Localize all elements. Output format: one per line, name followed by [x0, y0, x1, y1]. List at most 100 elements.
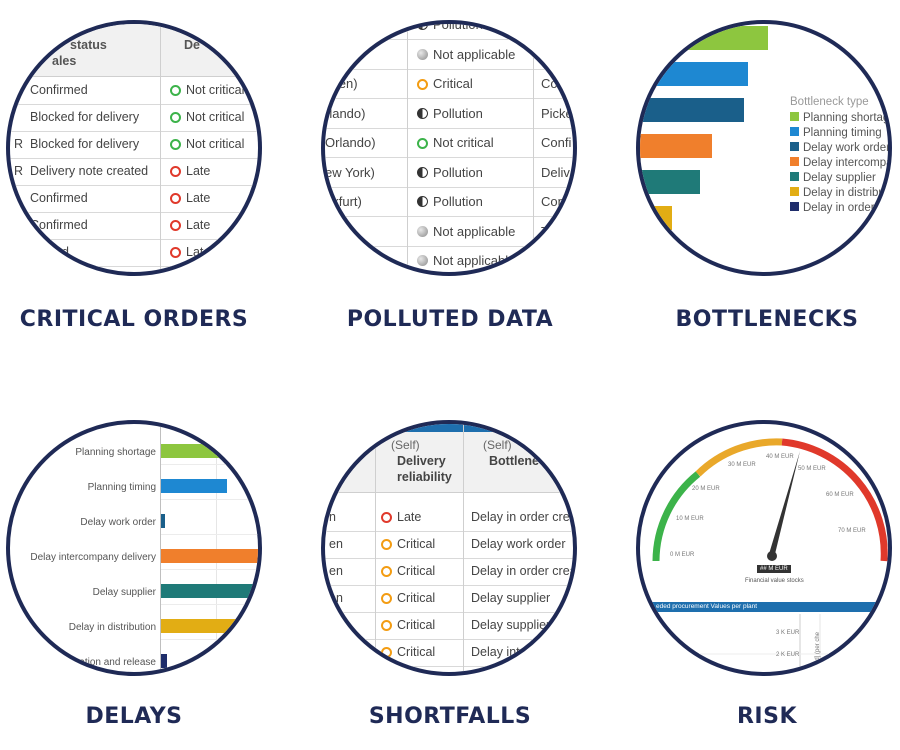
quality-cell: Not critical: [417, 128, 494, 155]
location-cell: ew York): [325, 164, 375, 180]
bar[interactable]: [640, 26, 768, 50]
quality-cell: Critical: [417, 69, 473, 96]
bar[interactable]: [161, 584, 258, 598]
header-status-label-2: ales: [52, 54, 77, 68]
quality-cell: Pollution: [417, 99, 483, 126]
column-divider: [533, 24, 534, 272]
table-row[interactable]: al: [325, 666, 573, 676]
bar[interactable]: [640, 62, 748, 86]
legend-label: Planning shortag: [803, 112, 890, 124]
bar[interactable]: [640, 134, 712, 158]
next-cell: Picke: [541, 105, 573, 121]
red-status-icon: [170, 247, 181, 258]
legend-swatch: [790, 172, 799, 181]
table-row[interactable]: R Delivery note created Late: [10, 158, 258, 186]
legend-swatch: [790, 157, 799, 166]
green-status-icon: [170, 112, 181, 123]
bar[interactable]: [640, 98, 744, 122]
gauge-label-30: 30 M EUR: [728, 462, 756, 468]
category-label: Delay in distribution: [68, 622, 156, 633]
bar[interactable]: [161, 654, 167, 668]
bar[interactable]: [161, 619, 258, 633]
legend-item[interactable]: Delay work order: [790, 141, 888, 156]
table-row[interactable]: R Blocked for delivery Not critical: [10, 131, 258, 159]
axis-line: [160, 424, 161, 672]
table-row[interactable]: en Critical Delay work order: [325, 531, 573, 559]
gauge-label-70: 70 M EUR: [838, 528, 866, 534]
green-status-icon: [170, 85, 181, 96]
bar[interactable]: [161, 444, 227, 458]
table-row[interactable]: Confirmed Late: [10, 212, 258, 240]
quality-value: Not critical: [433, 135, 494, 150]
risk-circle: 0 M EUR 10 M EUR 20 M EUR 30 M EUR 40 M …: [636, 420, 892, 676]
reliability-value: Critical: [397, 564, 436, 578]
quality-value: Pollution: [433, 20, 483, 32]
table-row[interactable]: Confirmed Not critical: [10, 77, 258, 105]
green-status-icon: [417, 138, 428, 149]
table-row[interactable]: Confirmed Late: [10, 185, 258, 213]
legend-swatch: [790, 202, 799, 211]
axis-label-3k: 3 K EUR: [776, 630, 800, 636]
bar[interactable]: [640, 206, 672, 230]
table-row[interactable]: kfurt) Not applicable T: [325, 217, 573, 247]
panel-title: eded procurement Values per plant: [656, 603, 758, 610]
table-row[interactable]: ew York) Pollution Delive: [325, 158, 577, 188]
bar[interactable]: [161, 549, 258, 563]
table-row[interactable]: en Critical Delay in order creat: [325, 558, 573, 586]
grid-line: [161, 604, 258, 605]
grid-line: [161, 674, 262, 675]
bottlenecks-caption: BOTTLENECKS: [675, 307, 859, 332]
table-row[interactable]: Not applicable: [325, 40, 573, 70]
legend-item[interactable]: Delay in distribut: [790, 186, 888, 201]
criticality-value: Late: [186, 191, 211, 205]
legend-item[interactable]: Delay supplier: [790, 171, 888, 186]
legend-swatch: [790, 142, 799, 151]
legend: Bottleneck type Planning shortag Planning…: [790, 96, 892, 216]
reliability-value: al: [381, 672, 391, 676]
bar[interactable]: [161, 514, 165, 528]
red-status-icon: [170, 166, 181, 177]
order-status: Delivery note created: [30, 164, 149, 178]
next-cell: Delive: [541, 164, 577, 180]
quality-value: Pollution: [433, 194, 483, 209]
table-row[interactable]: Blocked for delivery Not critical: [10, 104, 258, 132]
gauge-value-caption: Financial value stocks: [745, 578, 804, 584]
legend-item[interactable]: Delay in order cr: [790, 201, 888, 216]
table-row[interactable]: n Late Delay in order crea: [325, 504, 573, 532]
order-status: rfirmed: [30, 245, 69, 259]
header-col2-label: De: [184, 38, 200, 52]
bar[interactable]: [161, 479, 227, 493]
critical-orders-caption: CRITICAL ORDERS: [19, 307, 249, 332]
row-prefix: R: [14, 164, 24, 178]
reliability-cell: Critical: [381, 612, 435, 639]
legend-item[interactable]: Planning shortag: [790, 111, 890, 126]
bar[interactable]: [640, 170, 700, 194]
gauge-hub: [767, 551, 777, 561]
table-row[interactable]: sden) Critical Co: [325, 69, 573, 99]
table-row[interactable]: nkfurt) Pollution Con: [325, 187, 573, 217]
table-row[interactable]: Not applicabl: [325, 246, 573, 272]
category-label: Delay intercompany delivery: [30, 552, 156, 563]
bar[interactable]: [640, 242, 654, 266]
criticality-cell: Not critical: [170, 77, 244, 104]
table-row[interactable]: rlando) Pollution Picke: [325, 99, 573, 129]
reliability-value: Critical: [397, 618, 436, 632]
table-row[interactable]: Pollution: [325, 20, 573, 40]
order-status: Confirmed: [30, 83, 88, 97]
table-row[interactable]: Orlando) Not critical Confi: [325, 128, 573, 158]
table-row[interactable]: n Critical Delay interc: [325, 639, 573, 667]
quality-value: Pollution: [433, 164, 483, 180]
legend-item[interactable]: Delay intercompa: [790, 156, 892, 171]
table-row[interactable]: rfirmed Late: [10, 239, 258, 267]
axis-label-2k: 2 K EUR: [776, 652, 800, 658]
column-divider: [375, 424, 376, 672]
table-row[interactable]: n Critical Delay supplier: [325, 612, 573, 640]
legend-item[interactable]: Planning timing: [790, 126, 888, 141]
order-status: Blocked for delivery: [30, 110, 140, 124]
legend-swatch: [790, 127, 799, 136]
legend-label: Delay intercompa: [803, 157, 892, 169]
row-prefix: n: [329, 510, 336, 524]
location-cell: nkfurt): [325, 194, 362, 209]
table-row[interactable]: en Critical Delay supplier: [325, 585, 573, 613]
criticality-value: Late: [186, 245, 211, 259]
